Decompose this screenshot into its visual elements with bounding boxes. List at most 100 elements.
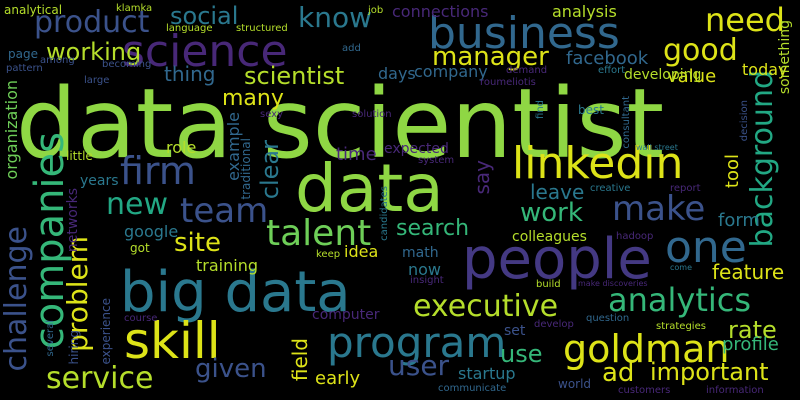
word-data: data — [295, 150, 444, 227]
word-rate: rate — [728, 316, 777, 344]
word-good: good — [663, 33, 738, 68]
word-hiring: hiring — [67, 330, 81, 365]
word-information: information — [706, 385, 764, 396]
word-becoming: becoming — [102, 59, 152, 70]
word-clear: clear — [256, 140, 284, 200]
word-expected: expected — [384, 141, 449, 157]
word-come: come — [670, 263, 693, 272]
word-new: new — [106, 187, 169, 222]
word-analysis: analysis — [552, 2, 617, 21]
word-among: among — [40, 55, 75, 66]
word-computer: computer — [312, 307, 380, 323]
word-structured: structured — [236, 23, 288, 34]
word-language: language — [166, 23, 213, 34]
word-program: program — [327, 318, 507, 367]
word-working: working — [46, 38, 142, 66]
word-klamka: klamka — [116, 3, 153, 14]
word-team: team — [180, 191, 269, 231]
word-thing: thing — [164, 62, 216, 86]
word-talent: talent — [266, 213, 372, 254]
word-roumeliotis: roumeliotis — [480, 77, 536, 88]
word-facebook: facebook — [566, 48, 649, 69]
word-report: report — [670, 183, 701, 194]
word-math: math — [402, 245, 439, 261]
word-developing: developing — [624, 67, 702, 83]
word-leave: leave — [530, 180, 585, 204]
word-course: course — [124, 313, 158, 324]
word-consultant: consultant — [621, 96, 632, 149]
word-executive: executive — [413, 289, 559, 324]
word-pattern: pattern — [6, 63, 43, 74]
word-colleagues: colleagues — [512, 229, 587, 245]
word-know: know — [298, 1, 372, 34]
word-site: site — [174, 228, 221, 258]
word-analytical: analytical — [4, 3, 63, 17]
word-question: question — [586, 313, 630, 324]
word-given: given — [195, 354, 267, 384]
word-demand: demand — [506, 65, 548, 76]
word-now: now — [408, 260, 442, 279]
word-big-data: big data — [120, 260, 351, 325]
word-say: say — [470, 160, 494, 195]
word-ad: ad — [602, 358, 635, 388]
word-search: search — [396, 216, 470, 241]
word-creative: creative — [590, 183, 631, 194]
word-value: value — [667, 66, 717, 87]
word-insight: insight — [410, 275, 444, 286]
word-world: world — [558, 377, 592, 391]
word-today: today — [742, 60, 788, 79]
word-science: science — [122, 26, 288, 77]
word-profile: profile — [722, 334, 779, 355]
word-important: important — [650, 358, 769, 386]
word-service: service — [46, 361, 154, 396]
word-training: training — [196, 256, 258, 275]
word-large: large — [84, 75, 110, 86]
word-form: form — [718, 210, 760, 231]
word-time: time — [336, 144, 377, 165]
word-use: use — [500, 340, 543, 368]
word-many: many — [222, 86, 284, 111]
word-work: work — [520, 198, 583, 228]
word-system: system — [418, 155, 455, 166]
word-feature: feature — [712, 260, 785, 284]
word-candidates: candidates — [379, 186, 390, 241]
word-field: field — [288, 338, 312, 382]
word-find: find — [535, 100, 546, 119]
word-develop: develop — [534, 319, 574, 330]
word-years: years — [80, 173, 119, 189]
word-set: set — [504, 323, 526, 339]
word-several: several — [45, 320, 56, 357]
word-solution: solution — [352, 109, 392, 120]
word-company: company — [414, 62, 488, 81]
word-traditional: traditional — [239, 138, 253, 200]
word-got: got — [130, 241, 150, 255]
word-page: page — [8, 47, 38, 61]
word-sexy: sexy — [260, 109, 284, 120]
word-decision: decision — [739, 100, 750, 142]
word-firm: firm — [120, 149, 196, 193]
word-idea: idea — [344, 242, 379, 261]
word-build: build — [536, 279, 561, 290]
word-scientist: scientist — [244, 62, 345, 90]
word-effort: effort — [598, 65, 626, 76]
word-something: something — [777, 20, 793, 95]
word-best: best — [578, 103, 604, 117]
word-analytics: analytics — [608, 281, 752, 319]
word-product: product — [34, 5, 150, 40]
word-early: early — [315, 368, 361, 389]
word-people: people — [462, 227, 652, 292]
word-strategies: strategies — [656, 321, 706, 332]
word-keep: keep — [316, 249, 341, 260]
word-startup: startup — [458, 364, 516, 383]
word-one: one — [665, 222, 747, 273]
word-tool: tool — [722, 154, 743, 189]
word-make-discoveries: make discoveries — [578, 279, 648, 288]
word-experience: experience — [99, 298, 113, 365]
word-manager: manager — [432, 42, 549, 72]
word-customers: customers — [618, 385, 671, 396]
word-linkedin: linkedin — [512, 138, 684, 189]
word-skill: skill — [124, 312, 221, 370]
word-days: days — [378, 64, 416, 83]
word-communicate: communicate — [438, 383, 507, 394]
